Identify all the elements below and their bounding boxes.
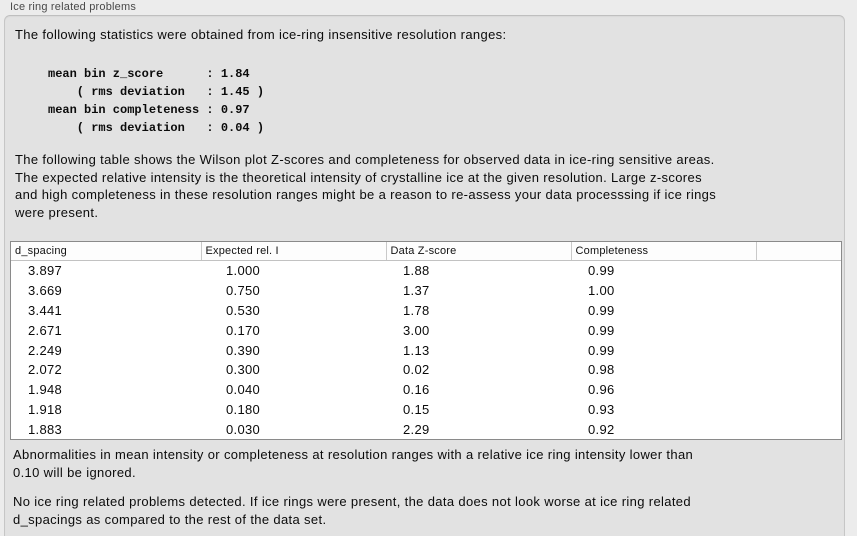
table-row[interactable]: 2.249 0.390 1.13 0.99 [11,340,841,360]
table-row[interactable]: 1.918 0.180 0.15 0.93 [11,400,841,420]
conclusion-paragraph: No ice ring related problems detected. I… [13,494,691,527]
table-cell: 0.030 [226,421,261,437]
column-header-empty [756,242,841,261]
table-row[interactable]: 3.669 0.750 1.37 1.00 [11,281,841,301]
table-cell: 1.78 [403,302,430,318]
table-cell: 0.170 [226,322,261,338]
table-cell: 1.37 [403,283,430,299]
column-header-d-spacing[interactable]: d_spacing [11,242,202,261]
table-cell: 0.99 [588,342,615,358]
table-row[interactable]: 3.897 1.000 1.88 0.99 [11,261,841,281]
table-cell: 0.300 [226,362,261,378]
group-box-title: Ice ring related problems [10,1,137,13]
table-cell [756,320,841,340]
table-cell: 0.99 [588,302,615,318]
table-cell: 1.948 [28,382,63,398]
table-cell: 0.02 [403,362,430,378]
table-cell: 1.13 [403,342,430,358]
table-cell: 0.16 [403,382,430,398]
table-cell: 1.883 [28,421,63,437]
table-cell: 0.530 [226,302,261,318]
table-cell: 0.96 [588,382,615,398]
table-cell [756,301,841,321]
table-cell [756,281,841,301]
table-row[interactable]: 1.883 0.030 2.29 0.92 [11,419,841,439]
table-cell [756,380,841,400]
ice-ring-table-grid: d_spacing Expected rel. I Data Z-score Comp… [11,242,841,439]
table-cell: 0.750 [226,283,261,299]
table-cell: 0.99 [588,263,615,279]
table-row[interactable]: 2.072 0.300 0.02 0.98 [11,360,841,380]
table-cell: 1.00 [588,283,615,299]
table-cell [756,261,841,281]
table-cell: 1.918 [28,401,63,417]
summary-statistics-block: mean bin z_score : 1.84 ( rms deviation … [48,67,265,135]
table-description-paragraph: The following table shows the Wilson plo… [15,152,717,220]
ignore-threshold-note: Abnormalities in mean intensity or compl… [13,447,694,480]
table-cell: 0.98 [588,362,615,378]
table-cell: 3.00 [403,322,430,338]
table-cell: 2.249 [28,342,63,358]
table-cell: 1.88 [403,263,430,279]
table-cell: 2.29 [403,421,430,437]
table-cell [756,360,841,380]
table-row[interactable]: 2.671 0.170 3.00 0.99 [11,320,841,340]
table-cell [756,419,841,439]
column-header-data-z-score[interactable]: Data Z-score [386,242,572,261]
column-header-expected-rel-i[interactable]: Expected rel. I [201,242,387,261]
table-cell: 0.92 [588,421,615,437]
table-cell [756,400,841,420]
ice-ring-table: d_spacing Expected rel. I Data Z-score Comp… [10,241,842,440]
table-row[interactable]: 3.441 0.530 1.78 0.99 [11,301,841,321]
table-cell: 0.15 [403,401,430,417]
table-row[interactable]: 1.948 0.040 0.16 0.96 [11,380,841,400]
table-cell: 0.040 [226,382,261,398]
table-cell: 2.671 [28,322,63,338]
table-cell: 3.669 [28,283,63,299]
table-cell: 0.180 [226,401,261,417]
intro-paragraph: The following statistics were obtained f… [15,27,507,42]
table-body: 3.897 1.000 1.88 0.99 3.669 0.750 1.37 1.00 3.44… [11,261,841,440]
column-header-completeness[interactable]: Completeness [571,242,757,261]
table-header-row: d_spacing Expected rel. I Data Z-score Comp… [11,242,841,261]
table-cell: 0.93 [588,401,615,417]
table-cell: 2.072 [28,362,63,378]
table-header: d_spacing Expected rel. I Data Z-score Comp… [11,242,841,261]
table-cell: 1.000 [226,263,261,279]
table-cell: 3.441 [28,302,63,318]
table-cell: 3.897 [28,263,63,279]
table-cell: 0.99 [588,322,615,338]
table-cell [756,340,841,360]
table-cell: 0.390 [226,342,261,358]
